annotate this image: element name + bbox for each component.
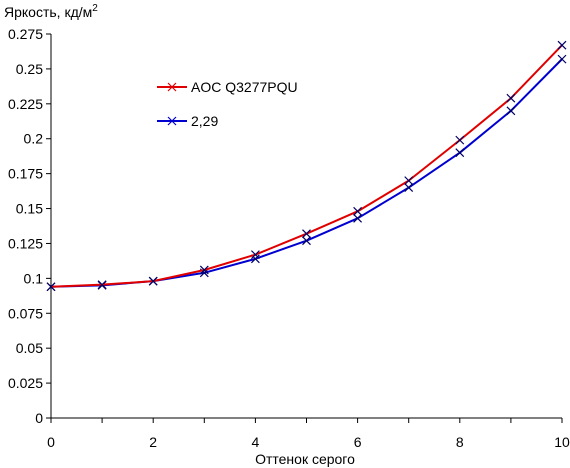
x-tick-label: 0 — [47, 434, 55, 450]
legend-marker — [167, 82, 177, 92]
data-point-marker — [557, 54, 567, 64]
data-point-marker — [148, 276, 158, 286]
data-point-marker — [250, 250, 260, 260]
y-tick-label: 0.25 — [16, 61, 43, 77]
x-tick-label: 6 — [354, 434, 362, 450]
legend: AOC Q3277PQU 2,29 — [157, 79, 298, 129]
data-point-marker — [353, 213, 363, 223]
x-tick-label: 2 — [149, 434, 157, 450]
y-tick-label: 0 — [35, 410, 43, 426]
data-point-marker — [302, 229, 311, 239]
y-tick-label: 0.175 — [8, 166, 43, 182]
series-layer — [46, 40, 567, 292]
data-point-marker — [199, 265, 209, 275]
x-tick-label: 8 — [456, 434, 464, 450]
data-point-marker — [455, 148, 465, 158]
series-1 — [46, 54, 567, 292]
data-point-marker — [302, 236, 311, 246]
y-tick-label: 0.025 — [8, 375, 43, 391]
x-tick-label: 10 — [554, 434, 570, 450]
series-0 — [46, 40, 567, 292]
y-tick-label: 0.275 — [8, 26, 43, 42]
data-point-marker — [506, 93, 516, 103]
y-tick-label: 0.075 — [8, 305, 43, 321]
data-point-marker — [46, 282, 56, 292]
series-line-0 — [50, 44, 563, 288]
y-tick-label: 0.225 — [8, 96, 43, 112]
y-tick-label: 0.1 — [24, 270, 44, 286]
x-ticks: 0 2 4 6 8 10 — [47, 418, 570, 450]
data-point-marker — [404, 183, 414, 193]
x-tick-label: 4 — [252, 434, 260, 450]
data-point-marker — [97, 280, 107, 290]
legend-item-1: 2,29 — [157, 113, 218, 129]
legend-marker — [167, 116, 177, 126]
y-axis-title-text: Яркость, кд/м — [4, 4, 92, 20]
y-tick-label: 0.125 — [8, 235, 43, 251]
y-axis-title-superscript: 2 — [92, 3, 98, 14]
data-point-marker — [353, 206, 363, 216]
data-point-marker — [557, 40, 567, 50]
y-tick-label: 0.15 — [16, 201, 43, 217]
data-point-marker — [404, 176, 414, 186]
y-tick-label: 0.2 — [24, 131, 44, 147]
series-line-1 — [50, 58, 563, 288]
y-tick-label: 0.05 — [16, 340, 43, 356]
data-point-marker — [506, 106, 516, 116]
legend-label: AOC Q3277PQU — [191, 79, 298, 95]
legend-item-0: AOC Q3277PQU — [157, 79, 298, 95]
y-ticks: 0 0.025 0.05 0.075 0.1 0.125 0.15 0.175 0.2 0.225… — [8, 26, 51, 426]
axes — [50, 34, 562, 419]
data-point-marker — [455, 135, 465, 145]
y-axis-title: Яркость, кд/м2 — [4, 3, 98, 20]
legend-label: 2,29 — [191, 113, 218, 129]
x-axis-title: Оттенок серого — [255, 451, 355, 467]
